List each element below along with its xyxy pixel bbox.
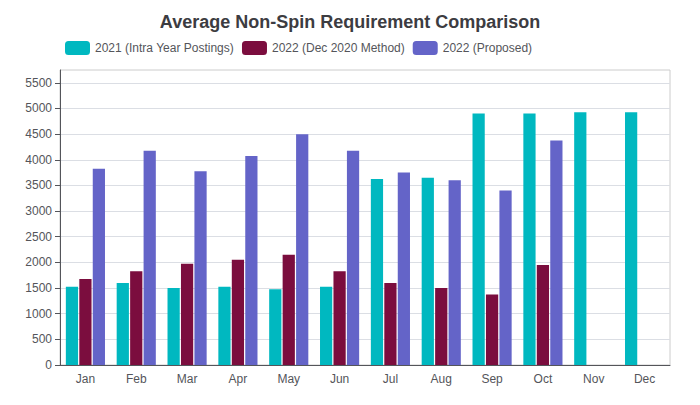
svg-text:2021 (Intra Year Postings): 2021 (Intra Year Postings) xyxy=(95,41,234,55)
svg-text:5000: 5000 xyxy=(25,101,52,115)
svg-text:2022 (Proposed): 2022 (Proposed) xyxy=(443,41,532,55)
svg-text:4000: 4000 xyxy=(25,153,52,167)
svg-text:Dec: Dec xyxy=(634,372,655,386)
svg-text:500: 500 xyxy=(32,332,52,346)
svg-text:0: 0 xyxy=(45,358,52,372)
svg-text:2022 (Dec 2020 Method): 2022 (Dec 2020 Method) xyxy=(272,41,405,55)
svg-text:Apr: Apr xyxy=(229,372,248,386)
svg-text:Jun: Jun xyxy=(330,372,349,386)
svg-text:5500: 5500 xyxy=(25,76,52,90)
svg-text:Nov: Nov xyxy=(583,372,604,386)
svg-text:Aug: Aug xyxy=(431,372,452,386)
svg-text:Jul: Jul xyxy=(383,372,398,386)
svg-text:2500: 2500 xyxy=(25,230,52,244)
svg-text:3500: 3500 xyxy=(25,178,52,192)
svg-text:May: May xyxy=(277,372,300,386)
svg-text:Oct: Oct xyxy=(534,372,553,386)
svg-text:Feb: Feb xyxy=(126,372,147,386)
svg-text:3000: 3000 xyxy=(25,204,52,218)
svg-text:Sep: Sep xyxy=(481,372,503,386)
svg-text:Jan: Jan xyxy=(76,372,95,386)
svg-text:Average Non-Spin Requirement C: Average Non-Spin Requirement Comparison xyxy=(160,12,540,32)
svg-text:4500: 4500 xyxy=(25,127,52,141)
svg-text:1000: 1000 xyxy=(25,307,52,321)
svg-text:Mar: Mar xyxy=(177,372,198,386)
svg-text:1500: 1500 xyxy=(25,281,52,295)
svg-text:2000: 2000 xyxy=(25,255,52,269)
